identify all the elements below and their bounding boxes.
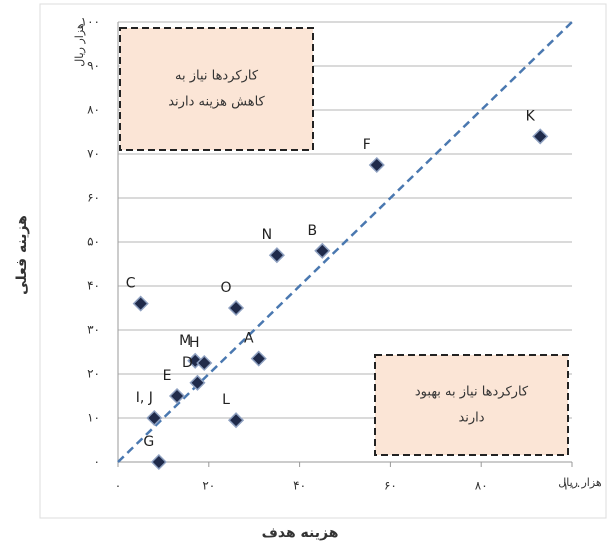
annotation-box [375, 355, 568, 455]
point [229, 301, 243, 315]
point [533, 129, 547, 143]
point [270, 248, 284, 262]
y-tick-label: ۴۰ [87, 279, 100, 293]
point-label: F [363, 137, 371, 153]
x-tick-label: ۸۰ [475, 479, 488, 493]
point-label: L [222, 392, 230, 408]
point-label: A [244, 331, 254, 347]
point-label: H [189, 335, 200, 351]
annotation-text: کارکردها نیاز به [175, 69, 259, 84]
point-label: B [307, 223, 317, 239]
point-label: O [221, 280, 232, 296]
y-tick-label: ۳۰ [87, 323, 100, 337]
x-axis-title: هزینه هدف [262, 525, 339, 541]
point-label: D [182, 355, 193, 371]
annotation-box [120, 28, 313, 150]
point [315, 244, 329, 258]
x-tick-label: ۱۰۰ [562, 479, 581, 493]
annotation-text: کارکردها نیاز به بهبود [415, 385, 529, 400]
point [229, 413, 243, 427]
annotation-text: کاهش هزینه دارند [168, 95, 265, 110]
point [190, 376, 204, 390]
point-label: N [262, 227, 272, 243]
point-label: I, J [136, 390, 153, 406]
y-tick-label: ۰ [94, 455, 100, 469]
x-tick-label: ۲۰ [202, 479, 215, 493]
chart: هزینه فعلی هزینه هدف هزار ریال هزار ریال… [0, 0, 611, 546]
point-label: K [526, 108, 536, 124]
annotation-text: دارند [458, 411, 484, 426]
point [152, 455, 166, 469]
y-tick-label: ۱۰۰ [81, 15, 100, 29]
x-tick-label: ۴۰ [293, 479, 306, 493]
x-tick-label: ۶۰ [384, 479, 397, 493]
point-label: G [143, 434, 154, 450]
y-tick-label: ۸۰ [87, 103, 100, 117]
y-tick-label: ۹۰ [87, 59, 100, 73]
y-tick-label: ۷۰ [87, 147, 100, 161]
x-tick-label: ۰ [115, 479, 121, 493]
y-tick-label: ۵۰ [87, 235, 100, 249]
point [134, 297, 148, 311]
point [170, 389, 184, 403]
y-unit: هزار ریال [73, 23, 86, 67]
point [370, 158, 384, 172]
y-tick-label: ۱۰ [87, 411, 100, 425]
point [252, 352, 266, 366]
y-tick-label: ۲۰ [87, 367, 100, 381]
point-label: E [163, 368, 172, 384]
y-axis-title: هزینه فعلی [14, 215, 30, 295]
y-tick-label: ۶۰ [87, 191, 100, 205]
point-label: C [126, 276, 136, 292]
